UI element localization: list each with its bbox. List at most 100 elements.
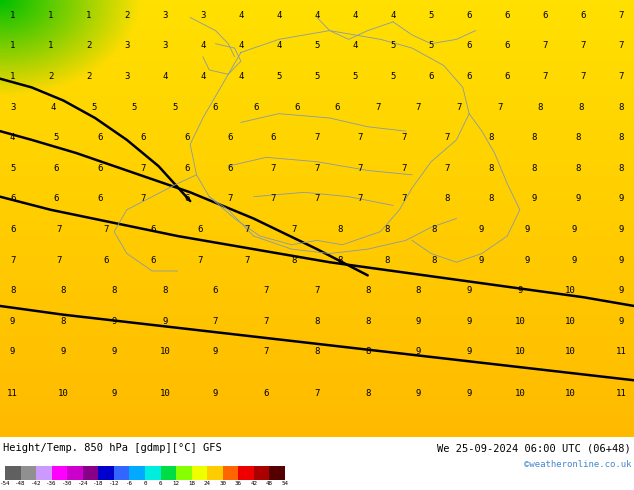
Text: 10: 10 <box>160 389 170 398</box>
Text: 9: 9 <box>10 317 15 326</box>
Text: 10: 10 <box>566 347 576 356</box>
Text: 3: 3 <box>10 102 15 112</box>
Text: 9: 9 <box>572 225 577 234</box>
Bar <box>145 466 160 480</box>
Text: 2: 2 <box>124 11 129 20</box>
Text: 6: 6 <box>10 195 15 203</box>
Bar <box>238 466 254 480</box>
Text: 8: 8 <box>365 347 370 356</box>
Text: 7: 7 <box>228 195 233 203</box>
Text: 6: 6 <box>197 225 203 234</box>
Text: Height/Temp. 850 hPa [gdmp][°C] GFS: Height/Temp. 850 hPa [gdmp][°C] GFS <box>3 443 222 453</box>
Text: -6: -6 <box>126 481 133 486</box>
Text: 7: 7 <box>358 164 363 173</box>
Text: 10: 10 <box>160 347 170 356</box>
Bar <box>98 466 114 480</box>
Text: 6: 6 <box>213 102 218 112</box>
Text: 42: 42 <box>250 481 257 486</box>
Text: 9: 9 <box>112 347 117 356</box>
Text: 7: 7 <box>103 225 109 234</box>
Text: 54: 54 <box>281 481 288 486</box>
Text: 24: 24 <box>204 481 210 486</box>
Text: 7: 7 <box>314 195 320 203</box>
Text: 5: 5 <box>353 72 358 81</box>
Text: 9: 9 <box>619 225 624 234</box>
Text: 4: 4 <box>238 11 243 20</box>
Text: 7: 7 <box>264 347 269 356</box>
Text: 9: 9 <box>416 389 421 398</box>
Text: 7: 7 <box>581 72 586 81</box>
Text: 5: 5 <box>172 102 178 112</box>
Text: 6: 6 <box>467 11 472 20</box>
Text: 7: 7 <box>581 41 586 50</box>
Text: 9: 9 <box>467 286 472 295</box>
Text: 7: 7 <box>271 164 276 173</box>
Text: 10: 10 <box>515 347 525 356</box>
Text: 9: 9 <box>467 347 472 356</box>
Text: 1: 1 <box>48 11 53 20</box>
Text: 7: 7 <box>401 164 406 173</box>
Text: 5: 5 <box>314 41 320 50</box>
Text: 8: 8 <box>532 164 537 173</box>
Bar <box>191 466 207 480</box>
Text: 9: 9 <box>619 317 624 326</box>
Text: 7: 7 <box>314 389 320 398</box>
Text: -42: -42 <box>31 481 41 486</box>
Text: 6: 6 <box>53 164 59 173</box>
Text: 9: 9 <box>517 286 522 295</box>
Text: 8: 8 <box>10 286 15 295</box>
Text: 9: 9 <box>478 256 484 265</box>
Text: 7: 7 <box>497 102 502 112</box>
Text: 7: 7 <box>57 225 62 234</box>
Text: 6: 6 <box>213 286 218 295</box>
Text: 7: 7 <box>401 195 406 203</box>
Text: 36: 36 <box>235 481 242 486</box>
Text: 7: 7 <box>140 164 146 173</box>
Text: 6: 6 <box>184 164 190 173</box>
Text: 12: 12 <box>172 481 179 486</box>
Bar <box>67 466 83 480</box>
Bar <box>176 466 191 480</box>
Bar <box>83 466 98 480</box>
Text: 8: 8 <box>291 256 296 265</box>
Text: 9: 9 <box>478 225 484 234</box>
Text: 4: 4 <box>276 41 281 50</box>
Text: 7: 7 <box>197 256 203 265</box>
Text: 7: 7 <box>456 102 462 112</box>
Text: -24: -24 <box>77 481 88 486</box>
Text: 2: 2 <box>86 41 91 50</box>
Text: 11: 11 <box>616 389 626 398</box>
Text: 8: 8 <box>578 102 583 112</box>
Text: 8: 8 <box>431 256 437 265</box>
Text: -48: -48 <box>15 481 26 486</box>
Text: 8: 8 <box>488 164 494 173</box>
Text: 6: 6 <box>228 133 233 142</box>
Text: 7: 7 <box>444 164 450 173</box>
Text: 5: 5 <box>132 102 137 112</box>
Text: 4: 4 <box>200 72 205 81</box>
Text: 8: 8 <box>385 256 390 265</box>
Text: 4: 4 <box>162 72 167 81</box>
Text: 7: 7 <box>213 317 218 326</box>
Text: 8: 8 <box>385 225 390 234</box>
Text: 48: 48 <box>266 481 273 486</box>
Text: 10: 10 <box>515 389 525 398</box>
Text: 8: 8 <box>416 286 421 295</box>
Text: 4: 4 <box>200 41 205 50</box>
Text: ©weatheronline.co.uk: ©weatheronline.co.uk <box>524 460 631 468</box>
Text: 9: 9 <box>112 317 117 326</box>
Text: 6: 6 <box>505 11 510 20</box>
Text: 6: 6 <box>228 164 233 173</box>
Text: 7: 7 <box>140 195 146 203</box>
Text: 9: 9 <box>10 347 15 356</box>
Bar <box>51 466 67 480</box>
Text: 9: 9 <box>572 256 577 265</box>
Text: 9: 9 <box>619 256 624 265</box>
Text: 9: 9 <box>213 389 218 398</box>
Text: 7: 7 <box>416 102 421 112</box>
Text: 8: 8 <box>538 102 543 112</box>
Text: 8: 8 <box>444 195 450 203</box>
Text: 1: 1 <box>10 72 15 81</box>
Text: 8: 8 <box>365 317 370 326</box>
Text: 5: 5 <box>53 133 59 142</box>
